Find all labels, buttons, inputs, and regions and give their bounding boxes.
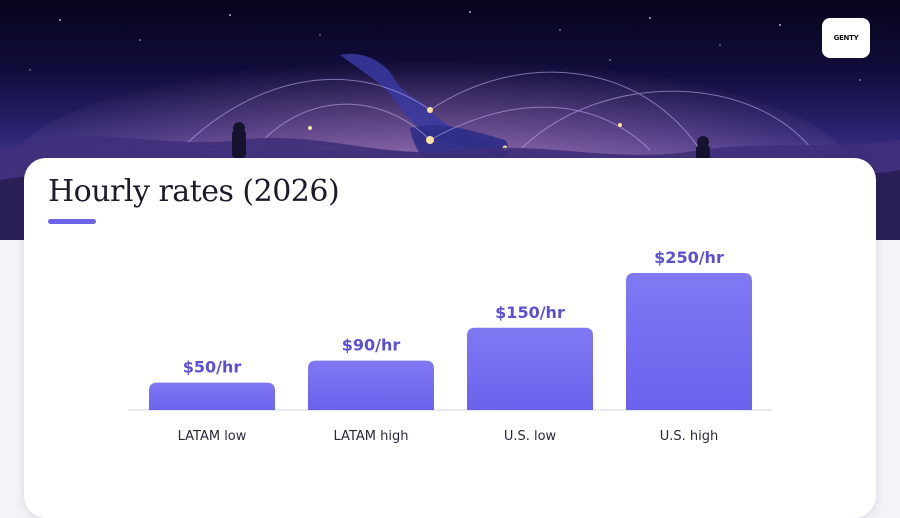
x-tick-label: LATAM low [178, 429, 247, 444]
chart-card: Hourly rates (2026) $50/hr LATAM low $90/h… [24, 158, 876, 518]
x-tick-label: LATAM high [334, 429, 409, 444]
bar-value-label: $50/hr [183, 358, 242, 377]
chart-title: Hourly rates (2026) [48, 174, 340, 209]
title-underline [48, 219, 96, 224]
brand-logo[interactable]: GENTY [822, 18, 870, 58]
x-tick-label: U.S. low [504, 429, 557, 444]
bar-latam-high [308, 360, 434, 410]
bar-value-label: $250/hr [654, 248, 724, 267]
bar-value-label: $150/hr [495, 303, 565, 322]
logo-wordmark: GENTY [833, 34, 859, 42]
x-tick-label: U.S. high [660, 429, 719, 444]
bar-u-s-high [626, 273, 752, 410]
bar-chart: $50/hr LATAM low $90/hr LATAM high $150/hr U.… [128, 248, 772, 444]
bar-latam-low [149, 382, 275, 410]
bar-value-label: $90/hr [342, 336, 401, 355]
bar-u-s-low [467, 327, 593, 410]
